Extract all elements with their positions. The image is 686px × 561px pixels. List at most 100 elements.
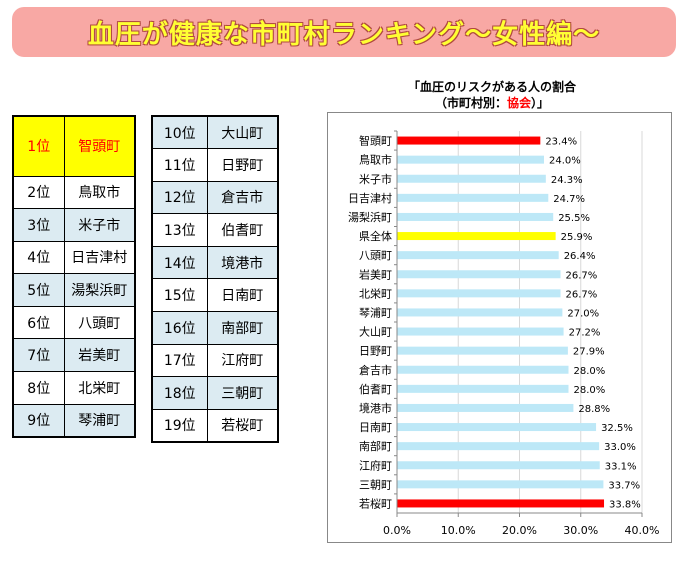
municipality-name: 鳥取市: [63, 175, 136, 210]
ranking-row: 14位 境港市: [151, 245, 279, 280]
municipality-name: 日野町: [206, 148, 279, 182]
ranking-position: 5位: [12, 273, 65, 307]
municipality-name: 倉吉市: [206, 180, 279, 215]
ranking-position: 14位: [151, 245, 208, 280]
municipality-name: 智頭町: [63, 115, 136, 177]
data-label: 26.4%: [564, 251, 596, 262]
category-label: 米子市: [359, 172, 392, 186]
category-label: 倉吉市: [359, 363, 392, 377]
chart-title-line1: 「血圧のリスクがある人の割合: [407, 80, 576, 94]
category-label: 湯梨浜町: [348, 210, 392, 224]
ranking-position: 19位: [151, 408, 208, 443]
data-label: 25.9%: [561, 232, 593, 243]
bar: [397, 212, 554, 221]
title-banner: 血圧が健康な市町村ランキング〜女性編〜: [12, 7, 676, 57]
ranking-row: 12位 倉吉市: [151, 180, 279, 215]
category-label: 智頭町: [359, 134, 392, 148]
municipality-name: 大山町: [206, 115, 279, 150]
municipality-name: 境港市: [206, 245, 279, 280]
ranking-row: 1位 智頭町: [12, 115, 136, 177]
ranking-position: 6位: [12, 305, 65, 340]
municipality-name: 南部町: [206, 311, 279, 345]
category-label: 岩美町: [359, 267, 392, 281]
bar: [397, 346, 568, 355]
bar: [397, 155, 544, 164]
category-label: 伯耆町: [359, 382, 392, 396]
bar: [397, 461, 600, 470]
municipality-name: 江府町: [206, 343, 279, 378]
category-label: 三朝町: [359, 478, 392, 491]
data-label: 28.0%: [574, 385, 606, 396]
municipality-name: 米子市: [63, 208, 136, 242]
category-label: 江府町: [359, 458, 392, 472]
municipality-name: 北栄町: [63, 371, 136, 405]
ranking-row: 6位 八頭町: [12, 305, 136, 340]
bar: [397, 232, 556, 241]
ranking-row: 10位 大山町: [151, 115, 279, 150]
data-label: 28.0%: [574, 366, 606, 377]
x-tick-label: 40.0%: [625, 524, 660, 537]
category-label: 県全体: [359, 229, 392, 243]
bar: [397, 384, 569, 393]
ranking-position: 16位: [151, 311, 208, 345]
ranking-row: 3位 米子市: [12, 208, 136, 242]
bar: [397, 403, 574, 412]
data-label: 28.8%: [578, 404, 610, 415]
ranking-position: 4位: [12, 240, 65, 275]
ranking-row: 9位 琴浦町: [12, 403, 136, 438]
bar: [397, 365, 569, 374]
chart-title-line2: （市町村別：協会）」: [372, 94, 612, 111]
ranking-row: 15位 日南町: [151, 278, 279, 313]
bar: [397, 423, 597, 432]
municipality-name: 伯耆町: [206, 213, 279, 247]
chart-title-line2-pre: （市町村別：: [434, 96, 507, 110]
ranking-row: 18位 三朝町: [151, 376, 279, 410]
data-label: 26.7%: [566, 289, 598, 300]
municipality-name: 日吉津村: [63, 240, 136, 275]
category-label: 琴浦町: [359, 306, 392, 319]
ranking-position: 9位: [12, 403, 65, 438]
ranking-table-right: 10位 大山町 11位 日野町 12位 倉吉市 13位 伯耆町 14位 境港市 15位 日南町 16位南…: [151, 115, 279, 443]
bar: [397, 193, 549, 202]
ranking-row: 11位 日野町: [151, 148, 279, 182]
ranking-position: 8位: [12, 371, 65, 405]
data-label: 27.2%: [569, 328, 601, 339]
x-tick-label: 0.0%: [383, 524, 411, 537]
municipality-name: 岩美町: [63, 338, 136, 373]
ranking-position: 1位: [12, 115, 65, 177]
data-label: 27.9%: [573, 347, 605, 358]
chart-title-line2-highlight: 協会: [506, 96, 531, 110]
category-label: 鳥取市: [359, 153, 392, 167]
bar: [397, 289, 561, 298]
municipality-name: 琴浦町: [63, 403, 136, 438]
ranking-position: 13位: [151, 213, 208, 247]
ranking-row: 5位 湯梨浜町: [12, 273, 136, 307]
bar-chart: 智頭町 23.4% 鳥取市 24.0% 米子市 24.3% 日吉津村 24.7% 湯梨浜町 25.…: [348, 130, 660, 537]
chart-frame: 智頭町 23.4% 鳥取市 24.0% 米子市 24.3% 日吉津村 24.7% 湯梨浜町 25.…: [327, 112, 672, 543]
chart-title-line2-post: ）」: [531, 96, 550, 110]
data-label: 33.1%: [605, 461, 637, 472]
data-label: 26.7%: [566, 270, 598, 281]
ranking-position: 3位: [12, 208, 65, 242]
data-label: 25.5%: [558, 213, 590, 224]
x-tick-label: 10.0%: [441, 524, 476, 537]
ranking-row: 2位 鳥取市: [12, 175, 136, 210]
bar: [397, 270, 561, 279]
ranking-row: 7位 岩美町: [12, 338, 136, 373]
bar: [397, 499, 605, 508]
municipality-name: 八頭町: [63, 305, 136, 340]
ranking-row: 13位 伯耆町: [151, 213, 279, 247]
x-tick-label: 30.0%: [563, 524, 598, 537]
data-label: 33.0%: [604, 442, 636, 453]
category-label: 南部町: [359, 439, 392, 453]
x-tick-label: 20.0%: [502, 524, 537, 537]
data-label: 24.7%: [553, 194, 585, 205]
ranking-position: 7位: [12, 338, 65, 373]
category-label: 境港市: [359, 401, 392, 415]
category-label: 日南町: [359, 421, 392, 434]
ranking-position: 15位: [151, 278, 208, 313]
ranking-position: 12位: [151, 180, 208, 215]
ranking-row: 8位 北栄町: [12, 371, 136, 405]
bar: [397, 308, 563, 317]
municipality-name: 湯梨浜町: [63, 273, 136, 307]
